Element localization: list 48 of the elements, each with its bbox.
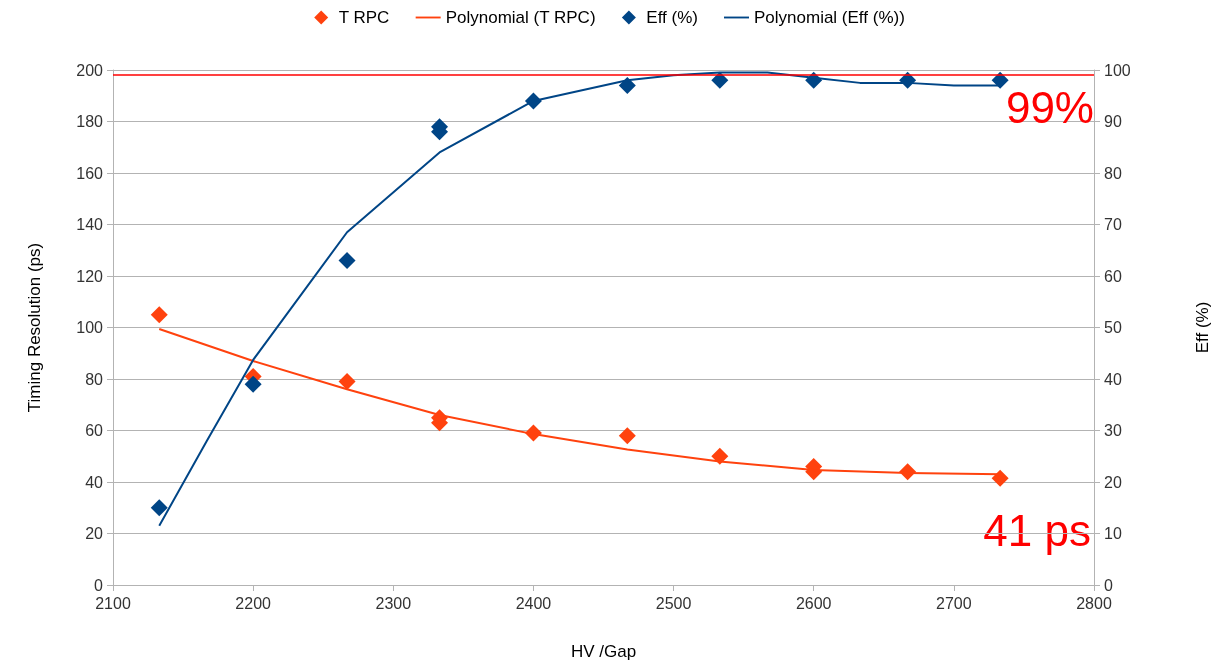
y2-tick-label: 90 — [1104, 113, 1122, 130]
legend-label: Polynomial (T RPC) — [445, 8, 596, 27]
y2-tick-label: 20 — [1104, 473, 1122, 491]
point — [618, 76, 636, 94]
y-tick-label: 40 — [85, 473, 104, 491]
point — [711, 447, 729, 465]
point — [991, 469, 1009, 487]
annotation: 41 ps — [983, 505, 1091, 555]
y-tick-label: 20 — [85, 525, 104, 542]
y2-tick-label: 100 — [1104, 61, 1131, 79]
y-tick-label: 180 — [76, 113, 104, 130]
y2-tick-label: 40 — [1104, 370, 1122, 388]
y2-tick-label: 70 — [1104, 216, 1122, 233]
point — [150, 499, 168, 517]
x-tick-label: 2600 — [795, 594, 832, 612]
y-tick-label: 60 — [85, 422, 104, 439]
x-tick-label: 2200 — [235, 594, 272, 612]
point — [338, 373, 356, 391]
legend-label: T RPC — [338, 8, 390, 27]
point — [338, 252, 356, 270]
x-tick-label: 2400 — [515, 594, 552, 612]
y-tick-label: 200 — [76, 61, 104, 79]
y2-tick-label: 80 — [1104, 164, 1122, 182]
y-tick-label: 120 — [76, 267, 104, 285]
point — [618, 427, 636, 445]
y2-axis-title: Eff (%) — [1193, 301, 1212, 354]
x-tick-label: 2500 — [655, 594, 692, 612]
y2-tick-label: 10 — [1104, 525, 1122, 542]
ref-line-label: 99% — [1005, 82, 1094, 132]
y-tick-label: 80 — [85, 370, 104, 388]
x-axis-title: HV /Gap — [570, 642, 637, 661]
point — [244, 375, 262, 393]
point — [150, 306, 168, 324]
y-tick-label: 160 — [76, 164, 104, 182]
legend-label: Polynomial (Eff (%)) — [754, 8, 905, 27]
legend-label: Eff (%) — [646, 8, 698, 27]
x-tick-label: 2800 — [1076, 594, 1112, 612]
y2-tick-label: 30 — [1104, 422, 1122, 439]
y-axis-title: Timing Resolution (ps) — [25, 242, 44, 413]
x-tick-label: 2700 — [936, 594, 972, 612]
y-tick-label: 100 — [76, 319, 104, 336]
y-tick-label: 0 — [94, 576, 104, 594]
y-tick-label: 140 — [76, 216, 104, 233]
x-tick-label: 2100 — [95, 594, 131, 612]
y2-tick-label: 50 — [1104, 319, 1122, 336]
y2-tick-label: 0 — [1104, 576, 1113, 594]
x-tick-label: 2300 — [375, 594, 412, 612]
y2-tick-label: 60 — [1104, 267, 1122, 285]
